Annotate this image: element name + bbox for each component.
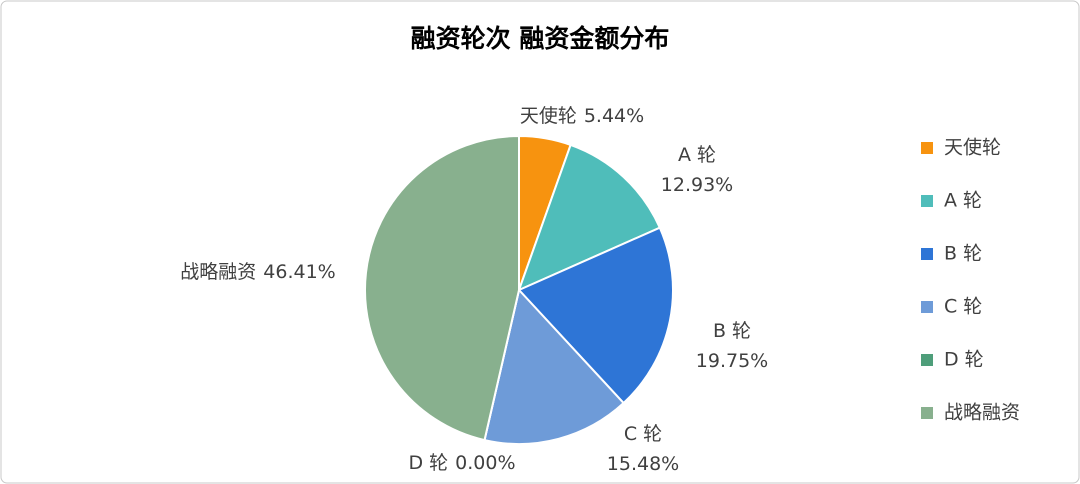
data-label-category: B 轮 — [713, 320, 751, 342]
data-label-value: 15.48% — [607, 453, 679, 475]
data-label-category: D 轮 — [408, 452, 448, 474]
data-label: D 轮 0.00% — [408, 452, 515, 474]
legend-label: 天使轮 — [944, 137, 1001, 159]
pie-slice — [364, 134, 520, 442]
pie-slice — [483, 287, 626, 445]
legend-label: C 轮 — [944, 296, 982, 318]
chart-title: 融资轮次 融资金额分布 — [411, 24, 670, 53]
data-label: C 轮 15.48% — [607, 423, 679, 475]
data-label-category: 战略融资 — [180, 261, 256, 283]
data-label: B 轮 19.75% — [696, 320, 768, 372]
data-label-category: C 轮 — [624, 423, 662, 445]
data-label-category: A 轮 — [678, 144, 716, 166]
legend-swatch — [921, 354, 933, 366]
data-label-value: 12.93% — [661, 174, 733, 196]
legend-swatch — [921, 248, 933, 260]
legend-label: 战略融资 — [944, 402, 1020, 424]
pie-slice — [517, 143, 662, 292]
data-label-value: 46.41% — [263, 261, 335, 283]
data-label: A 轮 12.93% — [661, 144, 733, 196]
legend-swatch — [921, 407, 933, 419]
legend-label: D 轮 — [944, 349, 984, 371]
legend-label: B 轮 — [944, 243, 982, 265]
data-label-value: 0.00% — [455, 452, 515, 474]
data-label-value: 5.44% — [584, 105, 644, 127]
data-label: 天使轮 5.44% — [520, 105, 644, 127]
legend-swatch — [921, 195, 933, 207]
pie-slice — [517, 226, 674, 405]
data-label-category: 天使轮 — [520, 105, 577, 127]
legend-swatch — [921, 301, 933, 313]
data-label-value: 19.75% — [696, 350, 768, 372]
legend-swatch — [921, 142, 933, 154]
data-label: 战略融资 46.41% — [180, 261, 335, 283]
legend-label: A 轮 — [944, 190, 982, 212]
